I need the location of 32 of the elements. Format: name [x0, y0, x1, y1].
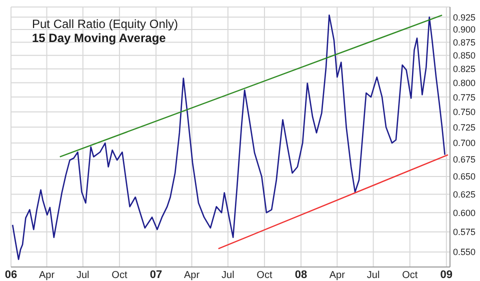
- y-tick-label: 0.725: [453, 122, 476, 132]
- y-tick-label: 0.700: [453, 138, 476, 148]
- y-tick-label: 0.925: [453, 12, 476, 22]
- x-tick-label: 06: [4, 269, 18, 281]
- x-tick-label: Oct: [402, 270, 418, 281]
- text: 15 Day Moving Average: [32, 31, 167, 45]
- y-tick-label: 0.625: [453, 189, 476, 200]
- x-tick-label: 09: [440, 269, 453, 281]
- x-tick-label: Jul: [76, 270, 90, 281]
- y-tick-label: 0.550: [453, 247, 476, 258]
- y-tick-label: 0.750: [453, 107, 476, 118]
- y-tick-label: 0.600: [453, 208, 476, 218]
- line-series: [12, 14, 446, 260]
- y-tick-label: 0.800: [453, 78, 476, 88]
- y-tick-label: 0.825: [453, 64, 476, 74]
- y-tick-label: 0.650: [453, 172, 476, 182]
- x-tick-label: Apr: [329, 270, 346, 281]
- x-tick-label: Jul: [222, 270, 234, 281]
- x-tick-label: Oct: [256, 270, 272, 281]
- x-tick-label: Apr: [38, 270, 56, 281]
- x-tick-label: Jul: [366, 270, 380, 281]
- y-tick-label: 0.575: [453, 227, 476, 238]
- x-tick-label: 07: [150, 269, 162, 281]
- text: Put Call Ratio (Equity Only): [32, 17, 178, 31]
- x-tick-label: Oct: [112, 270, 128, 281]
- y-tick-label: 0.850: [453, 50, 476, 61]
- x-tick-label: 08: [294, 269, 308, 281]
- y-tick-label: 0.900: [453, 24, 476, 35]
- y-tick-label: 0.875: [453, 37, 476, 48]
- x-tick-label: Apr: [184, 270, 200, 281]
- y-tick-label: 0.675: [453, 154, 476, 165]
- y-tick-label: 0.775: [453, 92, 476, 102]
